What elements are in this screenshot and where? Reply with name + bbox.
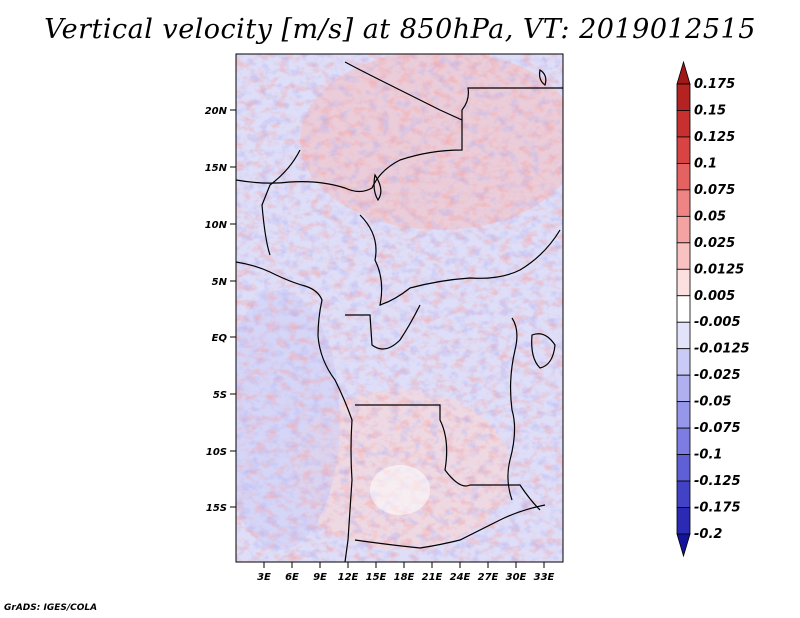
colorbar-segment — [676, 110, 691, 138]
map-frame — [235, 53, 564, 563]
central-africa-border — [359, 214, 561, 306]
colorbar-segment — [676, 189, 691, 217]
map-panel — [235, 53, 564, 563]
lat-tick-label: 5S — [213, 390, 227, 401]
colorbar-segment — [676, 507, 691, 535]
colorbar-label: -0.1 — [694, 448, 722, 463]
rift-lakes — [507, 317, 518, 501]
lat-tick-label: 15S — [206, 503, 227, 514]
lake-chad — [373, 173, 382, 202]
colorbar-label: 0.025 — [694, 236, 735, 251]
angola-border — [355, 404, 541, 511]
lon-tick-label: 9E — [313, 572, 327, 583]
colorbar-segment — [676, 136, 691, 164]
colorbar-segment — [676, 454, 691, 482]
colorbar: 0.175 0.15 0.125 0.1 0.075 0.05 0.025 0.0125 0.0… — [676, 60, 750, 558]
lat-tick-label: 10S — [206, 447, 227, 458]
colorbar-label: -0.2 — [694, 527, 722, 542]
colorbar-label: 0.15 — [694, 103, 726, 118]
coastlines-and-borders — [236, 61, 563, 562]
colorbar-label: -0.025 — [694, 368, 741, 383]
colorbar-label: -0.005 — [694, 315, 741, 330]
congo-border — [345, 304, 421, 350]
colorbar-segment — [676, 321, 691, 350]
colorbar-segment — [676, 427, 691, 455]
colorbar-label: -0.175 — [694, 501, 741, 516]
lon-tick-label: 30E — [506, 572, 527, 583]
lake-victoria — [531, 333, 556, 369]
colorbar-bottom-arrow — [676, 533, 691, 558]
northern-border — [344, 61, 463, 121]
southern-border — [354, 504, 546, 549]
colorbar-segment — [676, 374, 691, 403]
colorbar-label: -0.075 — [694, 421, 741, 436]
colorbar-segment — [676, 242, 691, 270]
longitude-axis: 3E 6E 9E 12E 15E 18E 21E 24E 27E 30E 33E — [257, 562, 555, 583]
colorbar-segment — [676, 295, 691, 323]
colorbar-segment — [676, 163, 691, 191]
colorbar-label: 0.1 — [694, 156, 717, 171]
lon-tick-label: 15E — [366, 572, 387, 583]
lon-tick-label: 33E — [534, 572, 555, 583]
colorbar-label: -0.0125 — [694, 342, 750, 357]
colorbar-label: 0.005 — [694, 289, 735, 304]
colorbar-label: 0.175 — [694, 77, 735, 92]
lon-tick-label: 3E — [257, 572, 271, 583]
lat-tick-label: 10N — [205, 220, 228, 231]
colorbar-label: -0.125 — [694, 474, 741, 489]
lon-tick-label: 21E — [422, 572, 443, 583]
colorbar-top-arrow — [676, 60, 691, 85]
colorbar-label: 0.0125 — [694, 262, 744, 277]
sahel-border — [236, 87, 563, 193]
lon-tick-label: 18E — [394, 572, 415, 583]
lat-tick-label: 5N — [212, 277, 228, 288]
lon-tick-label: 24E — [450, 572, 471, 583]
lat-tick-label: 20N — [205, 106, 228, 117]
colorbar-label: 0.05 — [694, 209, 726, 224]
map-title: Vertical velocity [m/s] at 850hPa, VT: 2… — [44, 14, 756, 45]
colorbar-label: 0.075 — [694, 183, 735, 198]
colorbar-segment — [676, 348, 691, 376]
lon-tick-label: 6E — [285, 572, 299, 583]
nile-feature — [538, 69, 547, 86]
west-africa-border — [261, 149, 301, 256]
footer-credit: GrADS: IGES/COLA — [4, 603, 98, 613]
colorbar-segment — [676, 215, 691, 244]
colorbar-segment — [676, 268, 691, 297]
lat-tick-label: EQ — [212, 333, 228, 344]
lon-tick-label: 27E — [478, 572, 499, 583]
colorbar-label: -0.05 — [694, 395, 731, 410]
colorbar-segment — [676, 480, 691, 508]
lon-tick-label: 12E — [338, 572, 359, 583]
lat-tick-label: 15N — [205, 163, 228, 174]
atlantic-coastline — [236, 261, 353, 562]
colorbar-label: 0.125 — [694, 130, 735, 145]
colorbar-segment — [676, 83, 691, 111]
latitude-axis: 20N 15N 10N 5N EQ 5S 10S 15S — [205, 106, 236, 514]
colorbar-segment — [676, 401, 691, 429]
